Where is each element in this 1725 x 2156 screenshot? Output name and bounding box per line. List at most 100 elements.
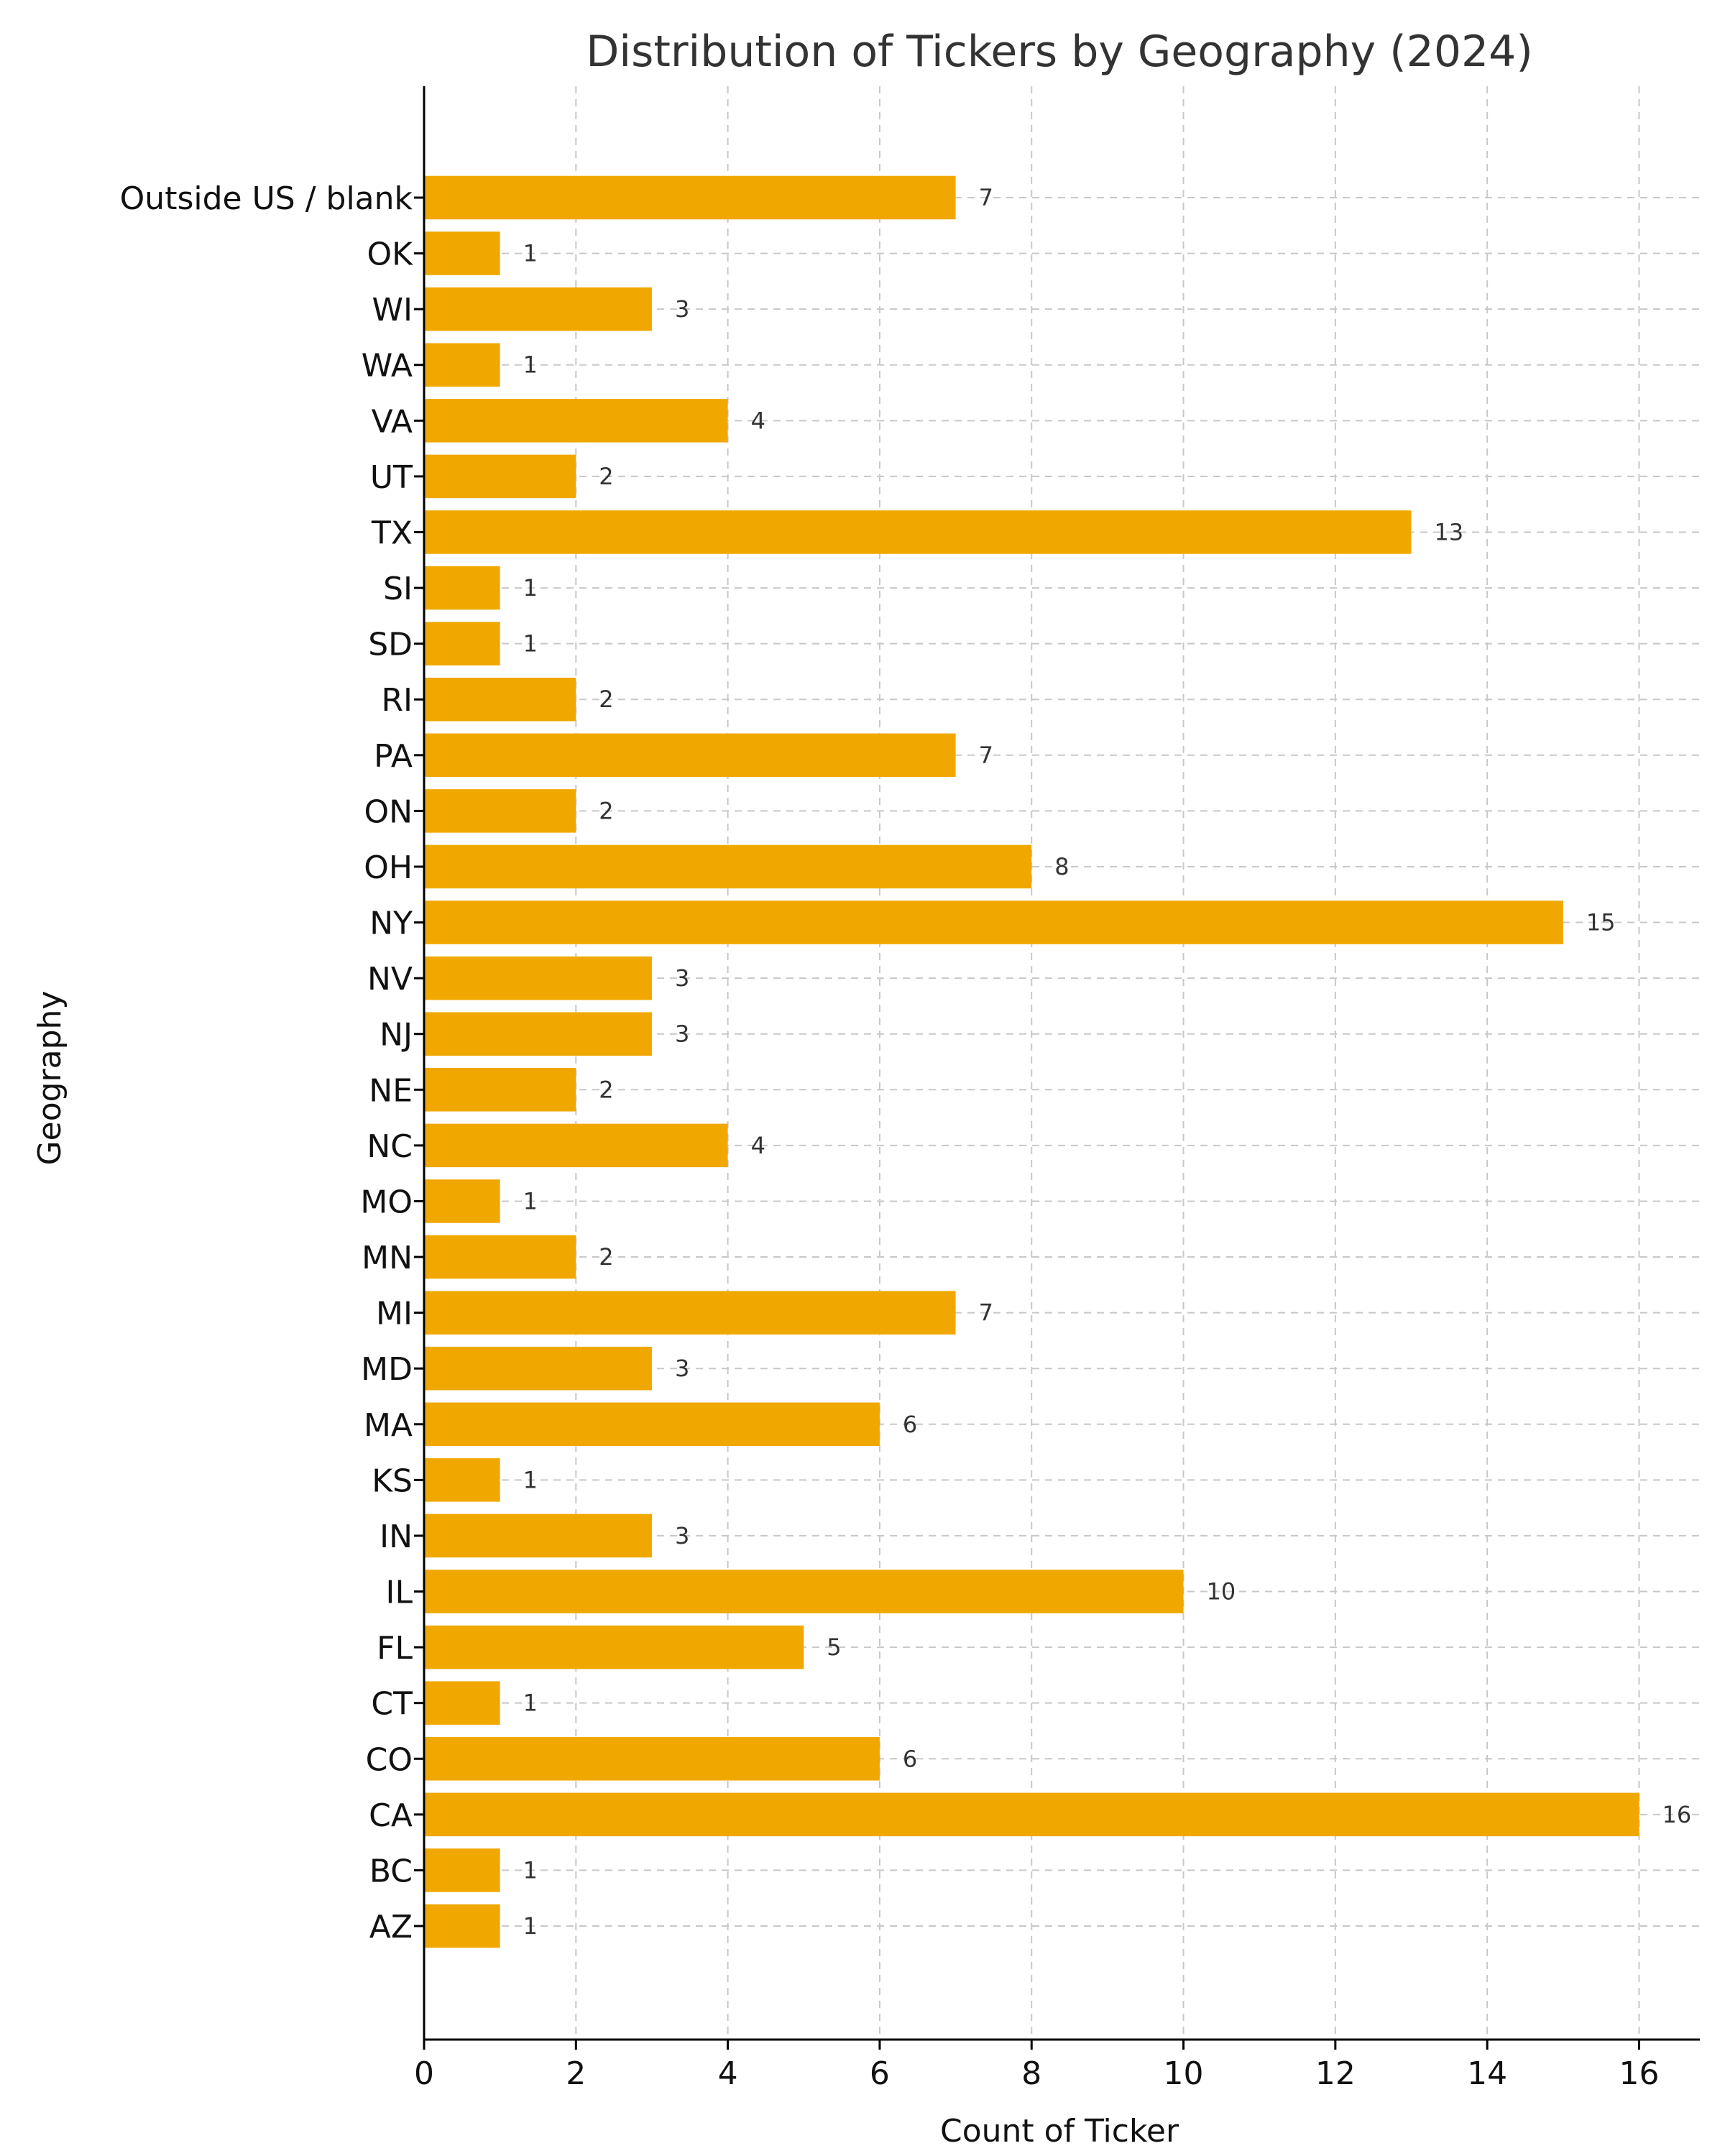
bar-md — [424, 1346, 652, 1391]
y-tick-label: RI — [381, 682, 413, 719]
y-tick-label: CO — [366, 1741, 413, 1778]
bar-nc — [424, 1123, 728, 1168]
data-label: 2 — [599, 686, 613, 713]
y-tick-label: Outside US / blank — [120, 180, 413, 217]
bar-fl — [424, 1625, 804, 1669]
y-tick-label: UT — [370, 459, 413, 496]
bar-il — [424, 1570, 1184, 1613]
bar-pa — [424, 733, 956, 778]
bar-si — [424, 566, 500, 610]
data-label: 7 — [979, 184, 993, 211]
bar-mn — [424, 1235, 576, 1279]
y-tick-label: AZ — [369, 1909, 413, 1945]
y-tick-label: NV — [367, 961, 413, 998]
y-tick-label: SI — [383, 571, 413, 607]
y-tick-label: VA — [372, 403, 413, 440]
y-tick-label: SD — [368, 627, 413, 663]
bar-nv — [424, 956, 652, 1000]
data-label: 4 — [751, 407, 765, 434]
bar-mo — [424, 1179, 500, 1223]
bar-ne — [424, 1068, 576, 1112]
data-label: 1 — [523, 1912, 538, 1940]
data-label: 7 — [979, 1299, 993, 1327]
y-tick-label: FL — [377, 1630, 413, 1667]
data-label: 13 — [1435, 518, 1464, 545]
y-tick-label: ON — [364, 793, 413, 830]
y-tick-label: NE — [369, 1072, 413, 1109]
data-label: 15 — [1586, 909, 1616, 936]
x-tick-label: 12 — [1315, 2055, 1356, 2092]
data-label: 7 — [979, 742, 993, 769]
data-label: 1 — [523, 630, 538, 658]
y-tick-label: OH — [364, 849, 413, 886]
x-tick-label: 0 — [414, 2055, 434, 2092]
data-label: 6 — [903, 1745, 917, 1772]
bar-ut — [424, 454, 576, 499]
y-tick-label: CA — [369, 1797, 413, 1834]
x-tick-label: 6 — [870, 2055, 890, 2092]
bar-outside-us-blank — [424, 175, 956, 220]
data-label: 8 — [1054, 853, 1069, 880]
x-tick-label: 14 — [1467, 2055, 1507, 2092]
x-tick-label: 4 — [718, 2055, 738, 2092]
bar-co — [424, 1737, 880, 1781]
y-tick-label: MA — [364, 1407, 413, 1444]
bar-mi — [424, 1291, 956, 1335]
y-tick-label: KS — [372, 1462, 413, 1499]
y-tick-label: WA — [362, 348, 413, 384]
y-tick-label: NJ — [380, 1017, 413, 1054]
bar-az — [424, 1904, 500, 1948]
x-axis-label: Count of Ticker — [940, 2113, 1179, 2150]
bar-on — [424, 789, 576, 833]
data-label: 10 — [1207, 1578, 1236, 1606]
x-tick-label: 2 — [566, 2055, 586, 2092]
bar-wa — [424, 343, 500, 387]
y-tick-label: MI — [376, 1296, 413, 1332]
y-tick-label: TX — [371, 515, 413, 551]
data-label: 6 — [903, 1411, 917, 1438]
y-tick-label: NC — [367, 1128, 413, 1165]
y-tick-label: IN — [380, 1519, 413, 1555]
y-tick-label: CT — [371, 1686, 413, 1723]
y-tick-label: IL — [386, 1575, 413, 1611]
y-tick-label: NY — [369, 906, 413, 942]
y-tick-label: WI — [372, 292, 413, 328]
x-tick-label: 10 — [1164, 2055, 1204, 2092]
y-tick-label: PA — [374, 738, 413, 775]
bar-tx — [424, 510, 1412, 554]
bar-in — [424, 1514, 652, 1558]
data-label: 4 — [751, 1132, 765, 1159]
y-tick-label: MN — [362, 1240, 413, 1276]
bar-oh — [424, 844, 1032, 889]
data-label: 1 — [523, 1856, 538, 1884]
y-axis-label: Geography — [32, 991, 68, 1166]
bar-ok — [424, 231, 500, 275]
y-tick-label: MD — [361, 1351, 413, 1388]
data-label: 16 — [1662, 1801, 1691, 1828]
data-label: 1 — [523, 240, 538, 267]
data-label: 2 — [599, 797, 613, 824]
data-label: 3 — [675, 295, 689, 323]
bar-sd — [424, 622, 500, 665]
bar-va — [424, 399, 728, 443]
axis-layer: 0 2 4 6 8 10 12 14 16AZBCCACOCTFLILINKSMAMDMIMNM… — [120, 86, 1700, 2092]
x-tick-label: 16 — [1619, 2055, 1659, 2092]
data-label: 1 — [523, 1187, 538, 1215]
y-tick-label: MO — [360, 1184, 413, 1220]
data-label: 1 — [523, 351, 538, 379]
x-tick-label: 8 — [1021, 2055, 1041, 2092]
bar-ny — [424, 900, 1563, 944]
data-label: 1 — [523, 574, 538, 602]
bar-bc — [424, 1848, 500, 1892]
data-label: 2 — [599, 1076, 613, 1103]
data-label: 1 — [523, 1690, 538, 1717]
data-label: 3 — [675, 1355, 689, 1382]
y-tick-label: OK — [367, 236, 414, 273]
y-tick-label: BC — [369, 1853, 413, 1889]
data-label: 2 — [599, 463, 613, 490]
data-label: 5 — [827, 1634, 841, 1661]
bar-ct — [424, 1681, 500, 1725]
